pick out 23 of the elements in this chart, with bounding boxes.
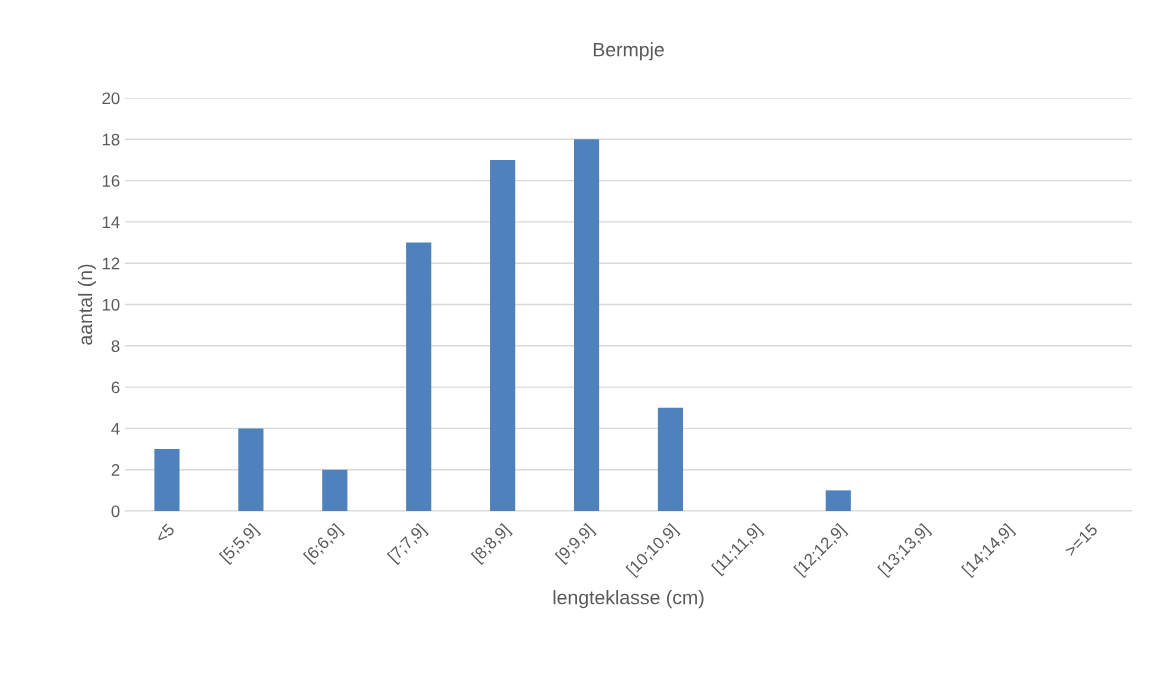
y-tick-label: 4 (111, 422, 120, 435)
bar (406, 242, 432, 511)
y-tick-label: 20 (102, 92, 120, 105)
y-tick-label: 14 (102, 216, 120, 228)
bar (573, 139, 600, 511)
bar (657, 407, 684, 511)
bar (238, 428, 264, 511)
y-tick-label: 2 (111, 464, 120, 476)
bar (322, 469, 348, 511)
bar (154, 449, 180, 511)
y-tick-label: 18 (102, 133, 120, 146)
y-tick-label: 16 (102, 175, 120, 187)
y-tick-label: 12 (102, 257, 120, 270)
x-tick-label: <5 (154, 523, 176, 544)
y-tick-label: 0 (111, 505, 120, 518)
y-tick-label: 8 (111, 340, 120, 352)
x-axis-title: lengteklasse (cm) (553, 590, 704, 609)
chart-title: Bermpje (593, 42, 664, 61)
bar (825, 490, 851, 511)
y-tick-label: 10 (102, 298, 120, 311)
bar (490, 159, 516, 511)
y-axis-title: aantal (n) (77, 264, 97, 345)
y-tick-label: 6 (111, 381, 120, 394)
